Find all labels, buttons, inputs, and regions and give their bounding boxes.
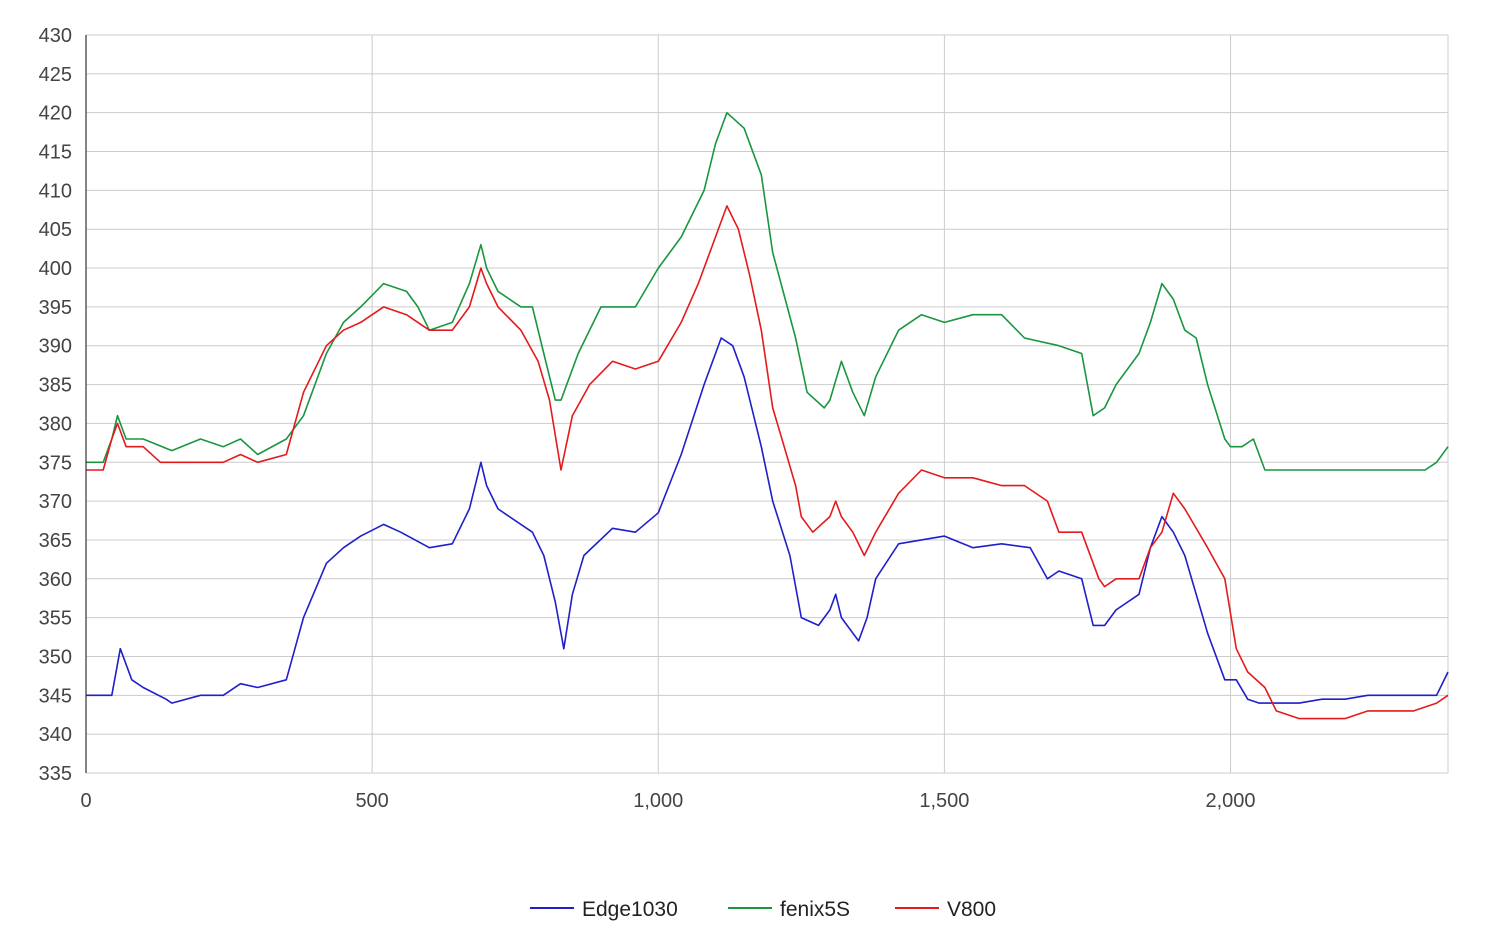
y-tick-label: 425: [39, 64, 72, 86]
y-tick-label: 375: [39, 452, 72, 474]
series-lines: [86, 111, 1449, 720]
y-tick-label: 415: [39, 142, 72, 164]
x-axis-tick-labels: 0 500 1,000 1,500 2,000: [80, 790, 1255, 812]
series-line-fenix5s: [86, 111, 1449, 471]
y-tick-label: 355: [39, 608, 72, 630]
y-tick-label: 350: [39, 646, 72, 668]
series-line-edge1030: [86, 337, 1449, 704]
legend-label-edge1030: Edge1030: [582, 898, 678, 921]
legend-label-fenix5s: fenix5S: [780, 898, 850, 921]
y-axis-tick-labels: 335 340 345 350 355 360 365 370 375 380 385 390 395 4…: [39, 25, 72, 785]
legend-label-v800: V800: [947, 898, 996, 921]
x-tick-label: 1,000: [633, 790, 683, 812]
y-tick-label: 380: [39, 413, 72, 435]
y-tick-label: 340: [39, 724, 72, 746]
legend: Edge1030 fenix5S V800: [530, 898, 996, 921]
y-tick-label: 395: [39, 297, 72, 319]
y-tick-label: 385: [39, 375, 72, 397]
y-tick-label: 345: [39, 685, 72, 707]
y-tick-label: 335: [39, 763, 72, 785]
horizontal-gridlines: [86, 34, 1448, 774]
y-tick-label: 420: [39, 103, 72, 125]
x-tick-label: 500: [355, 790, 388, 812]
y-tick-label: 430: [39, 25, 72, 47]
y-tick-label: 365: [39, 530, 72, 552]
y-tick-label: 405: [39, 219, 72, 241]
y-tick-label: 410: [39, 180, 72, 202]
vertical-gridlines: [371, 35, 1449, 773]
y-tick-label: 360: [39, 569, 72, 591]
x-tick-label: 1,500: [919, 790, 969, 812]
series-line-v800: [86, 205, 1449, 720]
y-tick-label: 390: [39, 336, 72, 358]
y-tick-label: 400: [39, 258, 72, 280]
x-tick-label: 0: [80, 790, 91, 812]
x-tick-label: 2,000: [1206, 790, 1256, 812]
y-tick-label: 370: [39, 491, 72, 513]
